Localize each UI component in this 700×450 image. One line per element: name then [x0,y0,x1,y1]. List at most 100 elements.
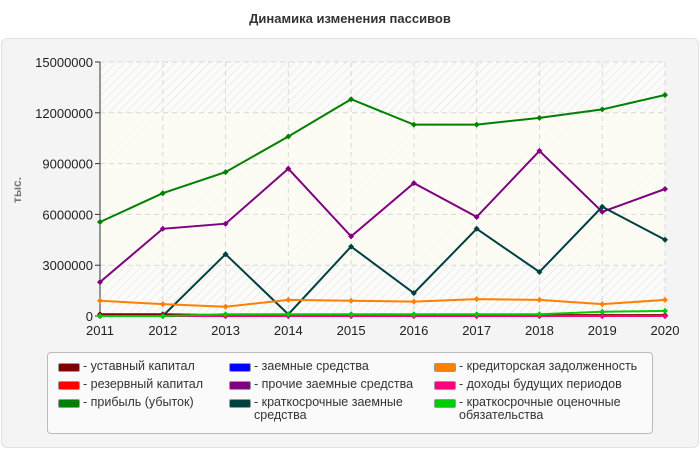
data-point-6 [285,296,292,303]
legend-label: - резервный капитал [83,377,204,391]
legend-item: - прибыль (убыток) [58,396,194,409]
y-axis-label: тыс. [10,177,24,203]
legend-item: - прочие заемные средства [229,378,413,391]
legend-swatch [434,399,456,408]
data-point-5 [222,251,229,258]
data-point-4 [662,186,668,192]
y-tick-label: 0 [86,309,93,324]
series-line-5 [100,205,666,317]
x-tick-label: 2014 [274,323,303,338]
legend-label: - краткосрочные заемные средства [254,395,403,422]
legend-swatch [434,381,456,390]
data-point-8 [159,313,166,319]
data-point-5 [536,268,543,275]
legend-item: - резервный капитал [58,378,203,391]
x-tick-label: 2018 [525,323,554,338]
y-tick-label: 15000000 [35,55,93,70]
legend: - уставный капитал - резервный капитал - п… [47,352,653,434]
legend-item: - краткосрочные заемные средства [229,396,404,422]
data-point-8 [285,311,292,318]
legend-label: - уставный капитал [83,359,195,373]
x-tick-label: 2019 [588,323,617,338]
y-tick-label: 3000000 [42,258,93,273]
data-point-4 [410,180,417,187]
data-point-7 [599,313,606,319]
legend-label: - прибыль (убыток) [83,395,194,409]
data-point-6 [473,296,480,303]
data-point-4 [473,213,480,220]
chart-title: Динамика изменения пассивов [249,11,451,26]
legend-item: - краткосрочные оценочные обязательства [434,396,639,422]
data-point-8 [473,311,480,318]
data-point-8 [348,311,355,318]
data-point-6 [599,301,606,308]
data-point-8 [662,307,668,314]
data-point-4 [159,225,166,232]
x-tick-label: 2016 [399,323,428,338]
series-line-6 [99,298,666,308]
data-point-8 [536,311,543,318]
series-line-2 [99,94,666,223]
data-point-5 [410,290,417,297]
data-point-2 [285,133,292,140]
data-point-2 [599,106,606,113]
x-tick-label: 2017 [462,323,491,338]
legend-label: - заемные средства [254,359,369,373]
plot-band [100,112,665,266]
data-point-6 [536,296,543,303]
data-point-8 [97,313,103,319]
data-point-5 [662,236,668,243]
x-tick-label: 2013 [211,323,240,338]
data-point-4 [536,147,543,154]
legend-swatch [58,363,80,372]
data-point-6 [159,301,166,308]
legend-swatch [229,399,251,408]
legend-swatch [229,363,251,372]
legend-item: - доходы будущих периодов [434,378,622,391]
legend-label: - доходы будущих периодов [459,377,622,391]
data-point-2 [97,219,103,226]
data-point-4 [285,165,292,172]
data-point-4 [348,233,355,240]
series-line-4 [99,149,666,283]
data-point-7 [662,313,668,319]
x-tick-label: 2020 [651,323,680,338]
legend-swatch [58,381,80,390]
data-point-4 [599,208,606,215]
data-point-6 [348,297,355,304]
legend-item: - кредиторская задолженность [434,360,637,373]
data-point-6 [410,298,417,305]
data-point-2 [348,96,355,103]
y-tick-label: 6000000 [42,207,93,222]
data-point-5 [599,203,606,210]
data-point-2 [410,121,417,128]
legend-swatch [58,399,80,408]
data-point-6 [662,296,668,303]
x-tick-label: 2015 [337,323,366,338]
data-point-5 [473,225,480,232]
data-point-2 [159,190,166,197]
data-point-8 [222,311,229,318]
data-point-8 [599,308,606,315]
legend-item: - уставный капитал [58,360,195,373]
data-point-6 [222,303,229,310]
data-point-5 [348,243,355,250]
legend-label: - краткосрочные оценочные обязательства [459,395,621,422]
x-tick-label: 2011 [86,323,114,338]
data-point-4 [97,279,103,286]
legend-label: - прочие заемные средства [254,377,414,391]
data-point-4 [222,220,229,227]
data-point-6 [97,297,103,304]
data-point-2 [662,92,668,99]
legend-label: - кредиторская задолженность [459,359,638,373]
series-line-8 [100,309,666,317]
x-tick-label: 2012 [148,323,177,338]
data-point-2 [536,114,543,121]
y-tick-label: 9000000 [42,157,93,172]
legend-swatch [434,363,456,372]
data-point-8 [410,311,417,318]
legend-swatch [229,381,251,390]
data-point-2 [222,169,229,176]
legend-item: - заемные средства [229,360,369,373]
